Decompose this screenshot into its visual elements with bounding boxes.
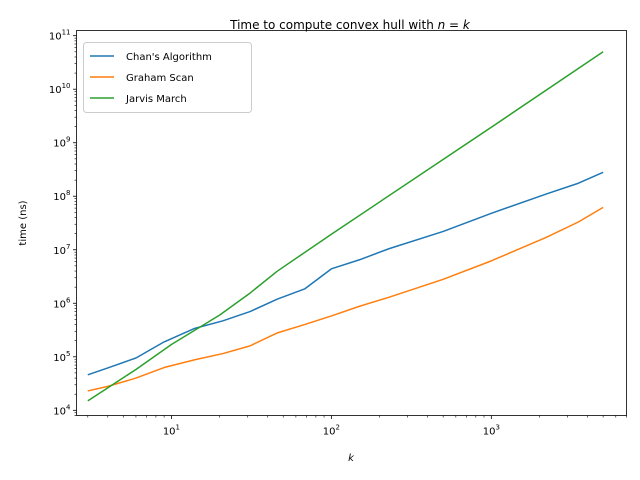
y-tick-label: 1010 — [49, 82, 71, 96]
y-tick-exp: 7 — [66, 243, 70, 251]
legend-label-1: Graham Scan — [126, 73, 194, 84]
x-tick-label: 101 — [163, 424, 180, 438]
y-tick-exp: 8 — [66, 189, 70, 197]
y-tick-exp: 4 — [66, 403, 71, 411]
chart-title-var-n: n — [438, 18, 446, 32]
y-tick-exp: 11 — [62, 29, 71, 37]
x-axis-ticks: 101 102 103 — [87, 415, 627, 438]
chart-title: Time to compute convex hull with n = k — [229, 18, 471, 32]
series-line-1 — [87, 206, 604, 392]
y-tick-label: 108 — [53, 189, 70, 203]
x-tick-base: 10 — [483, 427, 496, 438]
x-tick-base: 10 — [323, 427, 336, 438]
x-tick-label: 102 — [323, 424, 340, 438]
series-line-2 — [87, 51, 604, 402]
y-tick-label: 105 — [53, 350, 70, 364]
chart-title-var-k: k — [463, 18, 471, 32]
plot-lines — [87, 51, 604, 402]
legend: Chan's Algorithm Graham Scan Jarvis March — [83, 42, 252, 113]
chart-title-text: Time to compute convex hull with — [229, 18, 438, 32]
series-line-0 — [87, 171, 604, 376]
x-tick-exp: 1 — [176, 424, 180, 432]
y-tick-base: 10 — [53, 192, 66, 203]
x-tick-exp: 3 — [495, 424, 499, 432]
legend-box — [83, 42, 252, 113]
chart-title-eq: = — [445, 18, 463, 32]
x-tick-exp: 2 — [336, 424, 340, 432]
y-tick-label: 109 — [53, 136, 70, 150]
y-tick-base: 10 — [53, 246, 66, 257]
y-tick-label: 104 — [53, 403, 71, 417]
y-tick-base: 10 — [53, 139, 66, 150]
y-tick-base: 10 — [49, 85, 62, 96]
y-axis-label: time (ns) — [18, 200, 29, 245]
y-tick-base: 10 — [53, 406, 66, 417]
x-tick-label: 103 — [483, 424, 500, 438]
y-tick-label: 107 — [53, 243, 70, 257]
y-tick-exp: 9 — [66, 136, 70, 144]
y-tick-base: 10 — [53, 353, 66, 364]
y-tick-base: 10 — [53, 299, 66, 310]
y-tick-label: 106 — [53, 296, 71, 310]
x-tick-base: 10 — [163, 427, 176, 438]
legend-label-0: Chan's Algorithm — [126, 52, 212, 63]
y-tick-label: 1011 — [49, 29, 71, 43]
legend-label-2: Jarvis March — [125, 94, 187, 105]
y-tick-exp: 5 — [66, 350, 70, 358]
x-axis-label: k — [348, 453, 355, 464]
plot-frame — [76, 30, 627, 416]
y-tick-exp: 6 — [66, 296, 71, 304]
y-tick-base: 10 — [49, 32, 62, 43]
y-tick-exp: 10 — [62, 82, 71, 90]
